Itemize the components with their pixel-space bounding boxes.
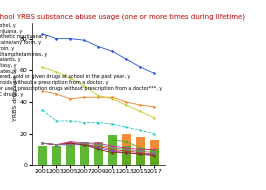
Bar: [150, 162, 159, 165]
Bar: [136, 162, 145, 165]
Bar: [122, 146, 131, 165]
Bar: [150, 140, 159, 165]
Bar: [122, 161, 131, 165]
Legend: Alcohol, y, Marijuana, y, Synthetic marijuana, y, Cocaine/any form, y, Heroin, y: Alcohol, y, Marijuana, y, Synthetic mari…: [0, 22, 163, 97]
Title: WCSD high school YRBS substance abuse usage (one or more times during lifetime): WCSD high school YRBS substance abuse us…: [0, 14, 246, 20]
Y-axis label: YRBS drug use %: YRBS drug use %: [14, 67, 19, 121]
Bar: [122, 134, 131, 165]
Bar: [108, 135, 117, 165]
Bar: [94, 142, 103, 165]
Bar: [136, 148, 145, 165]
Bar: [150, 150, 159, 165]
Bar: [52, 146, 61, 165]
Bar: [80, 142, 89, 165]
Bar: [66, 142, 75, 165]
Bar: [136, 137, 145, 165]
Bar: [38, 146, 47, 165]
